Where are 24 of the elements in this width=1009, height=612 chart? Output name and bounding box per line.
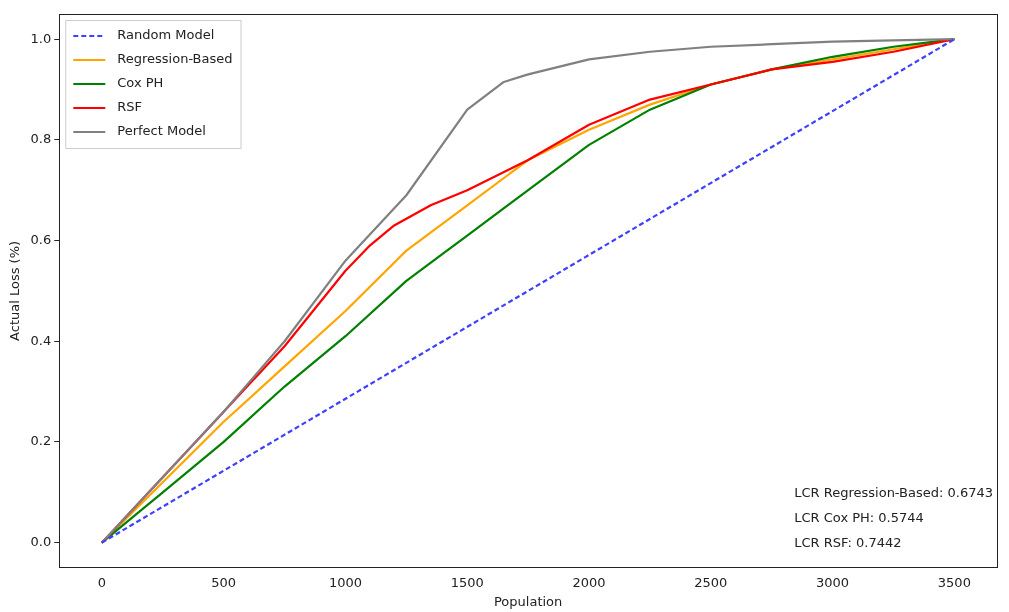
y-tick-label: 0.0 xyxy=(30,534,52,549)
y-tick-label: 0.8 xyxy=(30,131,52,147)
x-tick-label: 2500 xyxy=(694,574,728,590)
x-tick-label: 3000 xyxy=(816,574,850,590)
annotation: LCR RSF: 0.7442 xyxy=(794,534,902,550)
y-tick-label: 0.2 xyxy=(30,433,52,449)
legend-label: Random Model xyxy=(117,27,215,43)
x-tick-label: 1000 xyxy=(328,574,363,590)
y-tick-label: 1.0 xyxy=(30,30,52,46)
y-tick-label: 0.6 xyxy=(30,231,52,247)
x-tick-label: 3500 xyxy=(937,574,971,590)
x-tick-label: 2000 xyxy=(572,574,606,590)
legend-label: Cox PH xyxy=(117,75,164,91)
y-tick-label: 0.4 xyxy=(30,332,52,348)
x-tick-label: 500 xyxy=(211,574,237,590)
x-axis-title: Population xyxy=(493,593,563,609)
annotation: LCR Cox PH: 0.5744 xyxy=(794,509,924,525)
legend-label: Perfect Model xyxy=(117,123,206,139)
legend-label: Regression-Based xyxy=(117,51,233,67)
x-tick-label: 0 xyxy=(97,574,107,590)
x-tick-label: 1500 xyxy=(450,574,484,590)
legend-label: RSF xyxy=(117,99,143,115)
y-axis-title: Actual Loss (%) xyxy=(7,240,23,341)
annotation: LCR Regression-Based: 0.6743 xyxy=(794,484,994,500)
